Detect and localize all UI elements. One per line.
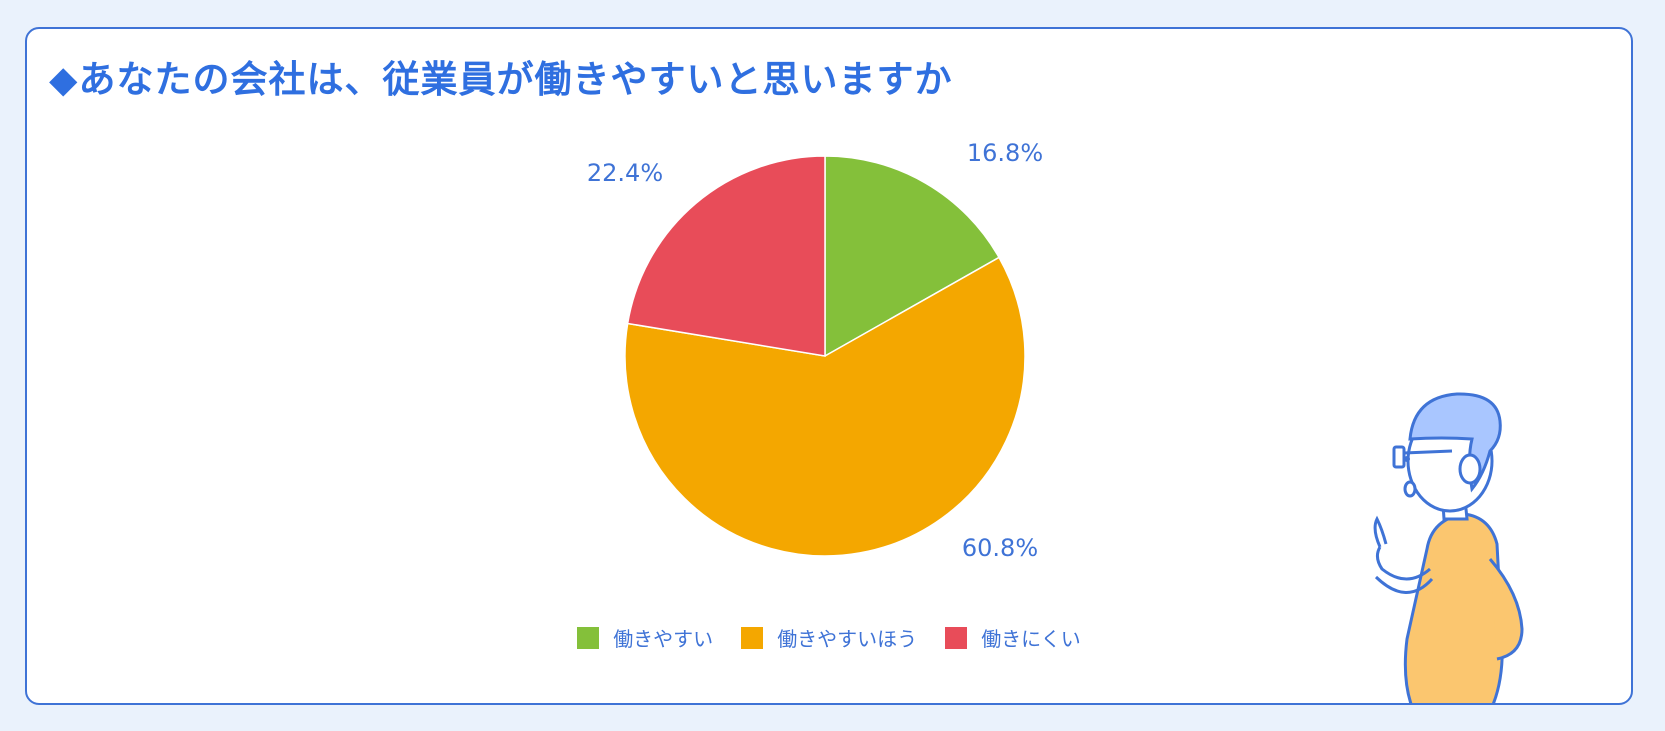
pointing-person-icon: [1373, 392, 1524, 703]
legend-swatch-green: [577, 626, 600, 649]
slice-percent-label: 60.8%: [962, 534, 1038, 562]
chart-title: ◆あなたの会社は、従業員が働きやすいと思いますか: [49, 58, 953, 101]
legend-item: 働きにくい: [945, 623, 1081, 652]
slice-percent-label: 22.4%: [587, 159, 663, 187]
pie-chart: 16.8% 60.8% 22.4%: [587, 139, 1043, 562]
chart-legend: 働きやすい 働きやすいほう 働きにくい: [27, 623, 1631, 652]
legend-label: 働きにくい: [981, 627, 1081, 651]
pie-slice: [624, 256, 1026, 557]
legend-label: 働きやすい: [613, 627, 714, 651]
pie-slice: [626, 155, 826, 357]
legend-swatch-red: [945, 626, 968, 649]
chart-card: ◆あなたの会社は、従業員が働きやすいと思いますか 16.8% 60.8% 22.4%…: [25, 27, 1633, 705]
legend-swatch-orange: [741, 626, 764, 649]
legend-item: 働きやすいほう: [741, 623, 917, 652]
legend-label: 働きやすいほう: [777, 627, 918, 651]
slice-percent-label: 16.8%: [967, 139, 1043, 167]
pie-slice: [824, 155, 1001, 358]
legend-item: 働きやすい: [577, 623, 713, 652]
